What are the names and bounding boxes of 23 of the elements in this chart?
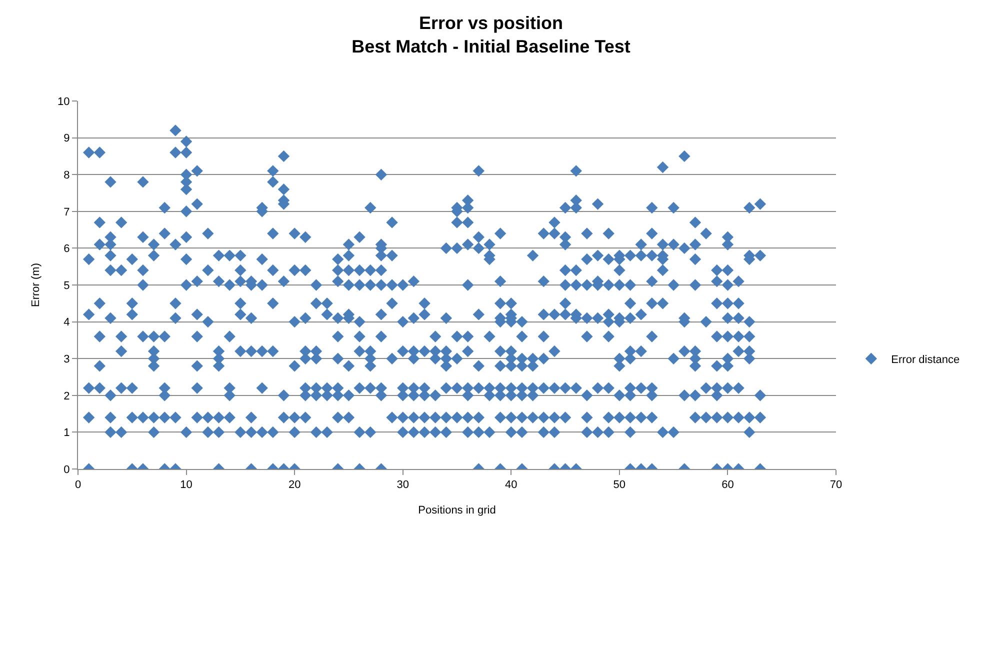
x-tick-label: 70 bbox=[830, 479, 842, 492]
y-tick-label: 8 bbox=[64, 169, 70, 182]
y-tick-label: 5 bbox=[64, 280, 70, 292]
x-tick-label: 40 bbox=[505, 479, 518, 492]
y-tick-label: 6 bbox=[64, 243, 70, 256]
x-tick-label: 10 bbox=[180, 479, 192, 492]
y-tick-label: 10 bbox=[58, 96, 70, 108]
x-tick-label: 30 bbox=[396, 479, 409, 492]
x-tick-label: 0 bbox=[74, 479, 82, 492]
y-tick-label: 4 bbox=[64, 316, 70, 329]
x-tick-label: 60 bbox=[722, 479, 734, 492]
y-tick-label: 0 bbox=[64, 464, 70, 476]
y-axis-title: Error (m) bbox=[30, 263, 42, 307]
y-tick-label: 7 bbox=[64, 206, 70, 218]
x-axis-title: Positions in grid bbox=[418, 504, 496, 516]
x-tick-label: 50 bbox=[613, 479, 626, 492]
y-tick-label: 2 bbox=[64, 390, 70, 402]
chart-title: Error vs position Best Match - Initial Baseline Test bbox=[352, 13, 630, 57]
legend-label: Error distance bbox=[891, 354, 960, 366]
x-tick-label: 20 bbox=[288, 479, 301, 492]
y-tick-label: 3 bbox=[64, 353, 70, 366]
y-tick-label: 9 bbox=[64, 132, 70, 145]
y-tick-label: 1 bbox=[64, 427, 70, 440]
